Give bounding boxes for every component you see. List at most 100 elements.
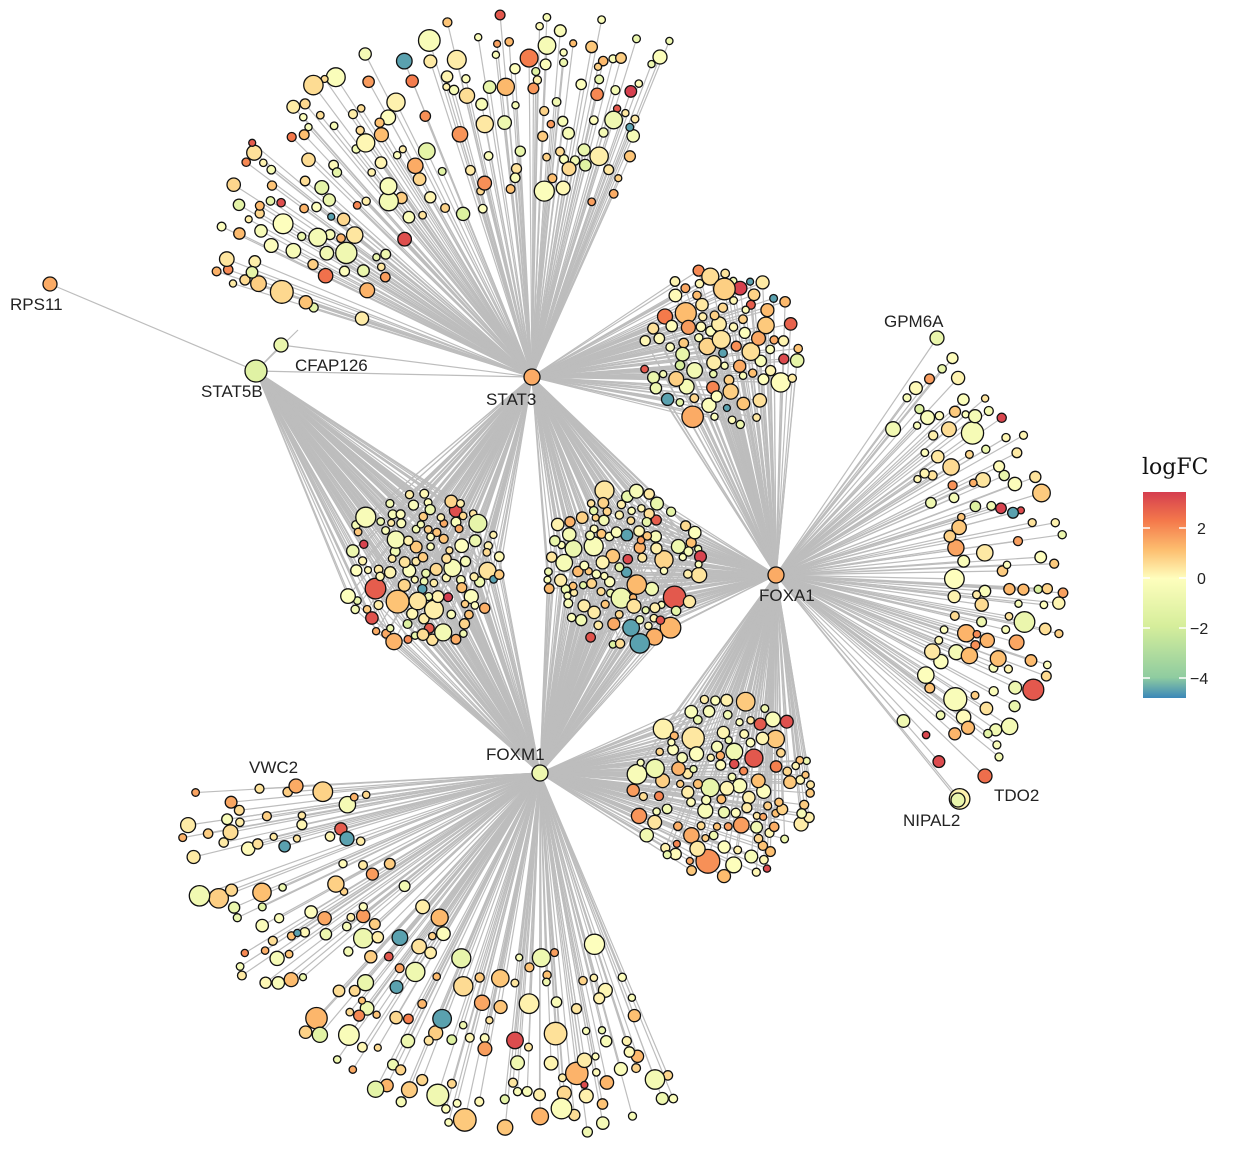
gene-node bbox=[406, 157, 424, 175]
gene-node bbox=[600, 599, 610, 609]
edge bbox=[361, 772, 541, 1001]
gene-node bbox=[312, 781, 334, 803]
edge bbox=[399, 772, 541, 969]
gene-node bbox=[1014, 599, 1023, 608]
gene-node bbox=[298, 129, 310, 141]
edge bbox=[282, 772, 541, 888]
gene-node bbox=[349, 792, 359, 802]
gene-node bbox=[678, 552, 688, 562]
gene-node bbox=[655, 615, 666, 626]
gene-node bbox=[473, 994, 491, 1012]
gene-node bbox=[252, 882, 272, 903]
gene-node bbox=[531, 948, 552, 968]
edge bbox=[462, 772, 541, 987]
edge bbox=[531, 288, 725, 378]
legend-title: logFC bbox=[1142, 455, 1208, 480]
gene-node bbox=[248, 138, 257, 147]
edge bbox=[255, 370, 425, 495]
gene-node bbox=[631, 1063, 642, 1074]
edge bbox=[270, 200, 533, 378]
gene-node-rps11 bbox=[42, 276, 58, 292]
gene-node bbox=[610, 84, 621, 96]
edge bbox=[775, 574, 1060, 635]
edge bbox=[775, 574, 1006, 631]
gene-node bbox=[222, 824, 239, 841]
edge bbox=[775, 452, 926, 576]
gene-node bbox=[629, 633, 651, 654]
gene-node bbox=[550, 1097, 573, 1120]
edge bbox=[347, 772, 541, 806]
gene-node bbox=[386, 530, 406, 549]
gene-node bbox=[587, 605, 601, 620]
gene-node bbox=[652, 718, 674, 740]
gene-node bbox=[233, 804, 245, 816]
gene-node bbox=[557, 115, 569, 127]
edge bbox=[444, 207, 533, 378]
gene-node bbox=[424, 503, 436, 516]
gene-node bbox=[356, 1041, 368, 1053]
gene-node bbox=[988, 685, 999, 697]
gene-node bbox=[353, 527, 363, 537]
gene-node bbox=[927, 430, 939, 441]
gene-node bbox=[417, 29, 441, 52]
gene-node bbox=[434, 623, 453, 642]
gene-node bbox=[765, 344, 776, 355]
gene-node bbox=[387, 518, 396, 528]
gene-node bbox=[311, 201, 322, 213]
edge bbox=[319, 114, 533, 378]
gene-node bbox=[564, 539, 583, 558]
gene-node bbox=[665, 342, 676, 353]
gene-node bbox=[939, 625, 949, 635]
edge bbox=[386, 772, 541, 1086]
gene-node bbox=[764, 846, 776, 858]
gene-node bbox=[372, 252, 381, 262]
gene-node bbox=[374, 156, 388, 170]
gene-node bbox=[395, 52, 413, 70]
gene-node bbox=[293, 928, 302, 938]
gene-node bbox=[700, 777, 720, 798]
gene-node bbox=[452, 1098, 462, 1108]
edge bbox=[775, 574, 959, 801]
gene-node bbox=[934, 635, 944, 645]
edge bbox=[775, 452, 1018, 576]
gene-node bbox=[304, 905, 318, 919]
gene-node bbox=[912, 421, 922, 430]
gene-node bbox=[543, 583, 555, 595]
gene-node bbox=[403, 634, 413, 644]
gene-node bbox=[417, 551, 429, 563]
gene-node bbox=[1049, 558, 1060, 569]
edge bbox=[775, 476, 1036, 576]
gene-node bbox=[432, 527, 442, 538]
edge bbox=[666, 574, 777, 855]
gene-node bbox=[974, 597, 989, 612]
edge bbox=[335, 76, 533, 378]
gene-node bbox=[741, 802, 753, 814]
gene-node bbox=[383, 951, 394, 962]
legend-colorbar bbox=[1143, 492, 1186, 698]
gene-node bbox=[777, 335, 790, 347]
gene-node bbox=[753, 833, 764, 844]
gene-node bbox=[1022, 678, 1045, 701]
edge bbox=[255, 370, 461, 505]
edge bbox=[378, 604, 541, 774]
gene-node bbox=[404, 489, 415, 500]
gene-node bbox=[758, 854, 769, 865]
gene-node bbox=[250, 275, 267, 293]
gene-node bbox=[960, 720, 976, 735]
gene-node bbox=[622, 553, 634, 565]
gene-node bbox=[542, 12, 552, 22]
gene-node bbox=[479, 1033, 490, 1044]
edge bbox=[775, 482, 974, 576]
gene-node bbox=[689, 393, 700, 404]
edge bbox=[310, 772, 541, 913]
gene-node bbox=[356, 974, 375, 992]
gene-node bbox=[975, 543, 994, 562]
gene-node bbox=[298, 1025, 313, 1040]
gene-node bbox=[511, 100, 520, 110]
gene-node bbox=[278, 839, 291, 853]
edge bbox=[775, 574, 803, 814]
gene-node bbox=[667, 738, 676, 747]
gene-node bbox=[283, 971, 299, 988]
gene-node bbox=[614, 174, 623, 183]
edge bbox=[408, 216, 533, 378]
